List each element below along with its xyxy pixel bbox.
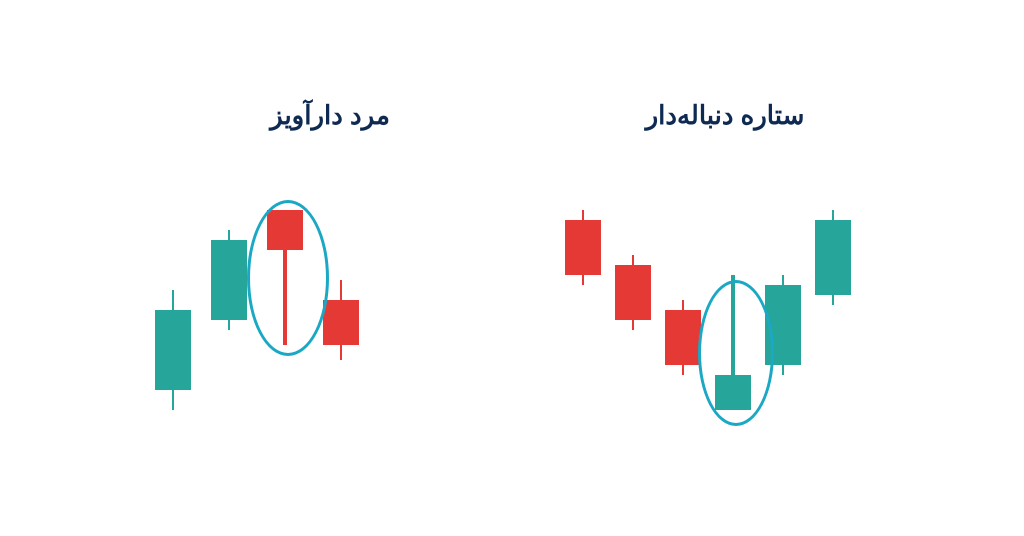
candle-body <box>615 265 651 320</box>
highlight-ellipse <box>698 280 774 426</box>
highlight-ellipse <box>247 200 329 356</box>
candle-body <box>565 220 601 275</box>
right-chart <box>565 210 895 460</box>
left-chart <box>155 210 455 460</box>
candle-body <box>815 220 851 295</box>
candle-body <box>211 240 247 320</box>
candlestick-patterns-diagram: مرد دارآویز ستاره دنباله‌دار <box>0 0 1024 536</box>
left-chart-title: مرد دارآویز <box>230 100 430 131</box>
candle-body <box>665 310 701 365</box>
candle-body <box>323 300 359 345</box>
right-chart-title: ستاره دنباله‌دار <box>600 100 850 131</box>
candle-body <box>155 310 191 390</box>
